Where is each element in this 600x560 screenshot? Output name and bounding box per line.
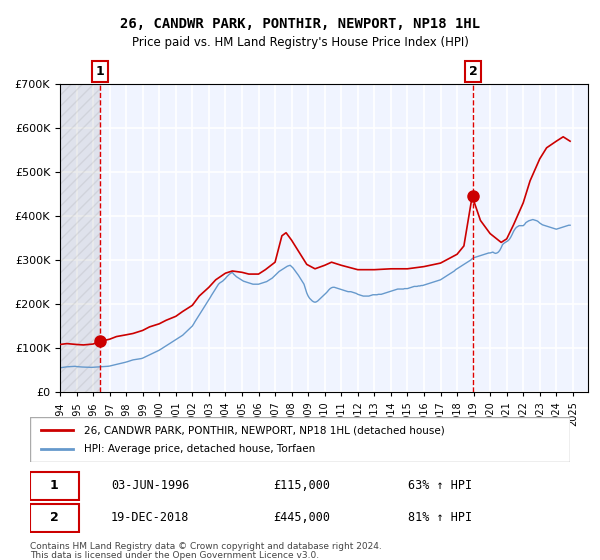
Text: 1: 1 [50, 479, 59, 492]
FancyBboxPatch shape [30, 417, 570, 462]
Text: 03-JUN-1996: 03-JUN-1996 [111, 479, 190, 492]
Text: 2: 2 [469, 65, 478, 78]
Text: This data is licensed under the Open Government Licence v3.0.: This data is licensed under the Open Gov… [30, 551, 319, 560]
Text: Contains HM Land Registry data © Crown copyright and database right 2024.: Contains HM Land Registry data © Crown c… [30, 542, 382, 551]
Text: Price paid vs. HM Land Registry's House Price Index (HPI): Price paid vs. HM Land Registry's House … [131, 36, 469, 49]
FancyBboxPatch shape [30, 504, 79, 531]
Text: 19-DEC-2018: 19-DEC-2018 [111, 511, 190, 524]
Bar [60, 84, 100, 392]
Text: £445,000: £445,000 [273, 511, 330, 524]
Text: 26, CANDWR PARK, PONTHIR, NEWPORT, NP18 1HL (detached house): 26, CANDWR PARK, PONTHIR, NEWPORT, NP18 … [84, 426, 445, 436]
Text: HPI: Average price, detached house, Torfaen: HPI: Average price, detached house, Torf… [84, 445, 315, 455]
Text: 81% ↑ HPI: 81% ↑ HPI [408, 511, 472, 524]
FancyBboxPatch shape [30, 472, 79, 500]
Text: 1: 1 [95, 65, 104, 78]
Text: £115,000: £115,000 [273, 479, 330, 492]
Text: 2: 2 [50, 511, 59, 524]
Text: 63% ↑ HPI: 63% ↑ HPI [408, 479, 472, 492]
Text: 26, CANDWR PARK, PONTHIR, NEWPORT, NP18 1HL: 26, CANDWR PARK, PONTHIR, NEWPORT, NP18 … [120, 17, 480, 31]
